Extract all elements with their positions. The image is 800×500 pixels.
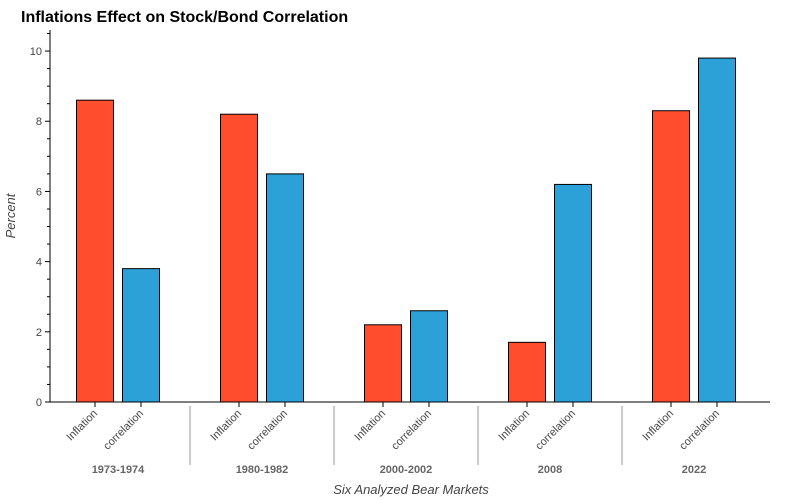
x-subcategory-label: Inflation	[496, 408, 532, 444]
x-subcategory-label: Inflation	[64, 408, 100, 444]
bar-correlation-1980-1982	[266, 173, 304, 403]
x-group-label: 1980-1982	[236, 464, 289, 476]
x-subcategory-label: Inflation	[352, 408, 388, 444]
x-axis-label: Six Analyzed Bear Markets	[333, 482, 489, 497]
bar-correlation-2022	[698, 57, 736, 403]
bar-inflation-2022	[652, 110, 690, 403]
y-tick-label: 4	[36, 257, 42, 269]
y-tick-label: 6	[36, 186, 42, 198]
x-subcategory-label: correlation	[677, 408, 722, 453]
x-subcategory-label: correlation	[245, 408, 290, 453]
y-tick-label: 10	[30, 46, 42, 58]
y-tick-label: 0	[36, 397, 42, 409]
y-axis-label: Percent	[3, 192, 18, 238]
bar-inflation-2000-2002	[364, 324, 402, 403]
x-subcategory-label: correlation	[533, 408, 578, 453]
bar-correlation-2008	[554, 183, 592, 403]
y-tick-label: 2	[36, 327, 42, 339]
y-tick-label: 8	[36, 116, 42, 128]
x-subcategory-label: Inflation	[208, 408, 244, 444]
x-group-label: 2000-2002	[380, 464, 433, 476]
bar-inflation-2008	[508, 341, 546, 403]
chart-title: Inflations Effect on Stock/Bond Correlat…	[21, 9, 348, 26]
bar-correlation-2000-2002	[410, 310, 448, 403]
bar-inflation-1980-1982	[220, 113, 258, 403]
x-group-label: 1973-1974	[92, 464, 145, 476]
bar-inflation-1973-1974	[76, 99, 114, 403]
x-group-label: 2008	[538, 464, 562, 476]
x-subcategory-label: Inflation	[640, 408, 676, 444]
x-subcategory-label: correlation	[389, 408, 434, 453]
x-subcategory-label: correlation	[101, 408, 146, 453]
y-axis: 0 2 4 6 8 10	[30, 30, 51, 409]
x-group-label: 2022	[682, 464, 706, 476]
bar-correlation-1973-1974	[122, 268, 160, 403]
